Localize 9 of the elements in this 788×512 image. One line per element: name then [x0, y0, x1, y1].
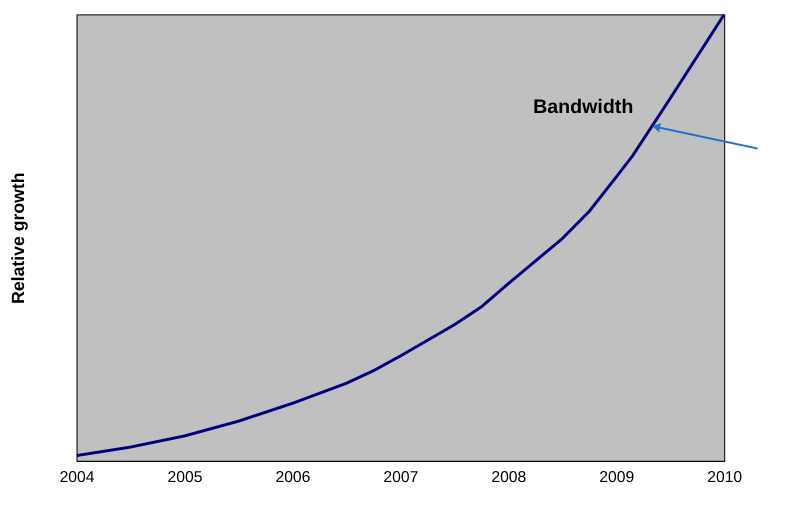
- x-tick-label: 2008: [491, 469, 527, 486]
- x-tick-label: 2004: [60, 469, 95, 486]
- x-tick-label: 2007: [383, 469, 418, 486]
- y-axis-title: Relative growth: [8, 172, 28, 304]
- x-tick-label: 2005: [168, 469, 203, 486]
- x-tick-label: 2006: [275, 469, 311, 486]
- annotation: Bandwidth: [533, 96, 634, 118]
- x-tick-label: 2009: [599, 469, 634, 486]
- x-tick-label: 2010: [707, 469, 742, 486]
